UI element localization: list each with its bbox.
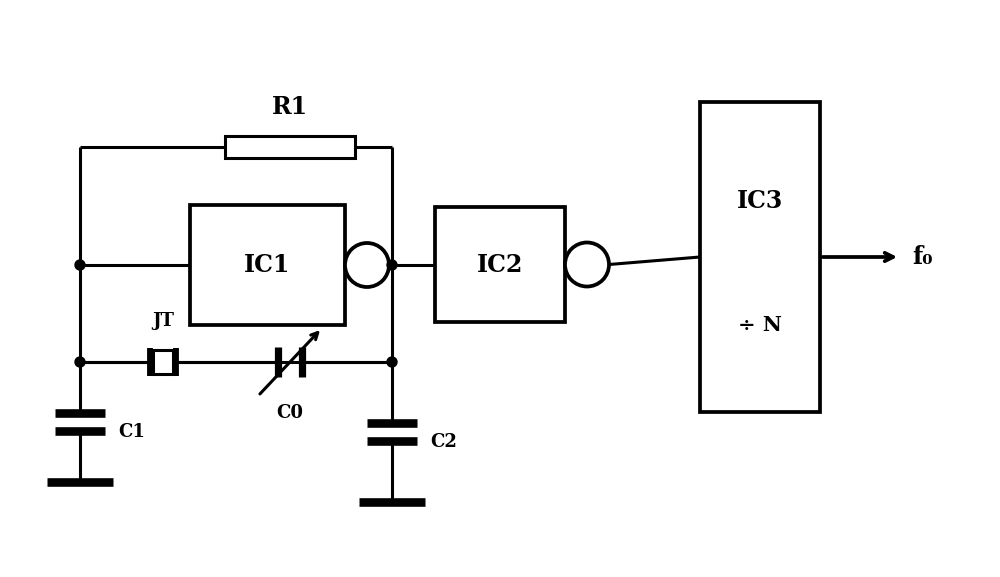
Bar: [435, 207, 565, 322]
Circle shape: [387, 260, 397, 270]
Circle shape: [75, 260, 85, 270]
Text: R1: R1: [272, 95, 308, 119]
Text: IC1: IC1: [244, 253, 291, 277]
Circle shape: [565, 242, 609, 287]
Bar: [225, 136, 355, 158]
Text: C1: C1: [118, 423, 145, 441]
Circle shape: [75, 357, 85, 367]
Text: ÷ N: ÷ N: [738, 315, 782, 335]
Circle shape: [387, 357, 397, 367]
Text: IC3: IC3: [737, 189, 783, 213]
Bar: [190, 205, 345, 325]
Text: IC2: IC2: [477, 253, 523, 276]
Circle shape: [345, 243, 389, 287]
Bar: [153, 350, 173, 374]
Text: C0: C0: [276, 404, 304, 422]
Text: C2: C2: [430, 433, 457, 451]
Text: JT: JT: [152, 312, 174, 330]
Text: f₀: f₀: [912, 245, 932, 269]
Bar: [700, 102, 820, 412]
